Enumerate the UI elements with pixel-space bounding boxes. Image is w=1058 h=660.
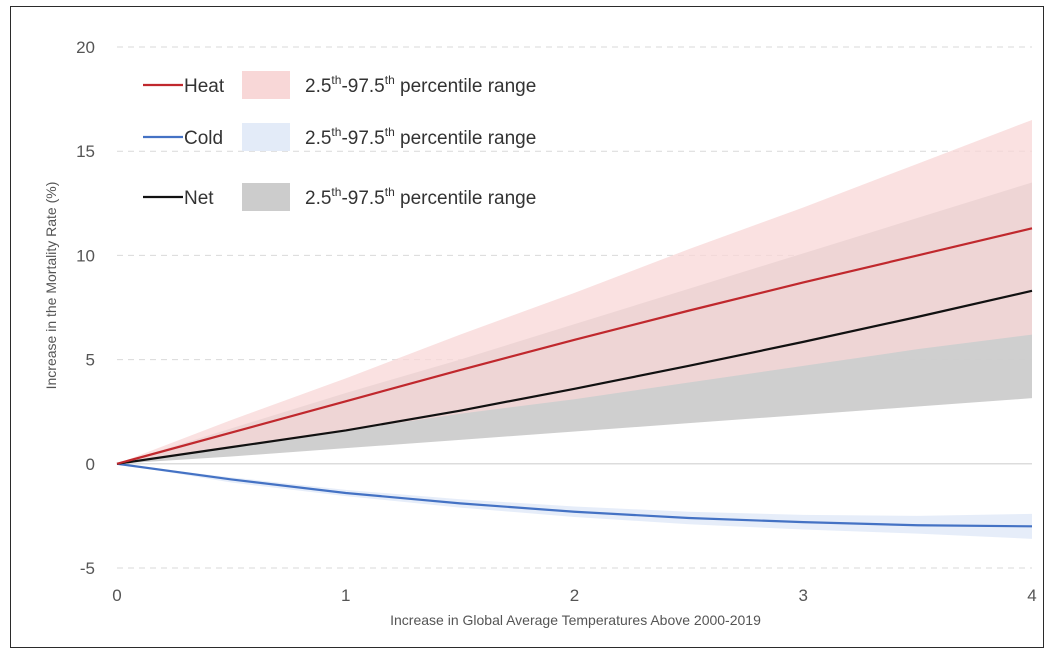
y-tick-label: 10	[76, 246, 95, 265]
x-tick-labels: 0 1 2 3 4	[112, 586, 1036, 605]
x-tick-label: 2	[570, 586, 579, 605]
y-tick-label: 15	[76, 142, 95, 161]
y-tick-label: -5	[80, 559, 95, 578]
x-axis-title: Increase in Global Average Temperatures …	[390, 612, 761, 628]
chart-frame: -5 0 5 10 15 20 0 1 2 3 4 Increase in Global Aver…	[10, 6, 1044, 648]
heat-legend-band-swatch	[242, 71, 290, 99]
cold-series-line	[116, 462, 1033, 528]
x-tick-label: 3	[799, 586, 808, 605]
heat-series-line	[116, 227, 1033, 465]
y-axis-title: Increase in the Mortality Rate (%)	[43, 182, 59, 390]
x-tick-label: 1	[341, 586, 350, 605]
percentile-bands	[117, 119, 1032, 539]
mortality-line-chart: -5 0 5 10 15 20 0 1 2 3 4 Increase in Global Aver…	[43, 38, 1037, 628]
y-tick-label: 20	[76, 38, 95, 57]
net-series-line	[116, 289, 1033, 465]
y-tick-label: 0	[86, 455, 95, 474]
x-tick-label: 0	[112, 586, 121, 605]
heat-percentile-band	[117, 119, 1032, 464]
cold-legend-band-label: 2.5th-97.5th percentile range	[305, 125, 536, 149]
x-tick-label: 4	[1027, 586, 1036, 605]
heat-legend-label: Heat	[184, 76, 225, 97]
net-legend-band-label: 2.5th-97.5th percentile range	[305, 185, 536, 209]
net-legend-label: Net	[184, 188, 214, 209]
net-legend-band-swatch	[242, 183, 290, 211]
legend: Heat 2.5th-97.5th percentile range Cold 2.5…	[143, 71, 536, 211]
y-tick-labels: -5 0 5 10 15 20	[76, 38, 95, 578]
cold-legend-label: Cold	[184, 128, 223, 149]
y-tick-label: 5	[86, 351, 95, 370]
cold-percentile-band	[117, 463, 1032, 539]
cold-legend-band-swatch	[242, 123, 290, 151]
heat-legend-band-label: 2.5th-97.5th percentile range	[305, 73, 536, 97]
series-lines	[116, 227, 1033, 528]
